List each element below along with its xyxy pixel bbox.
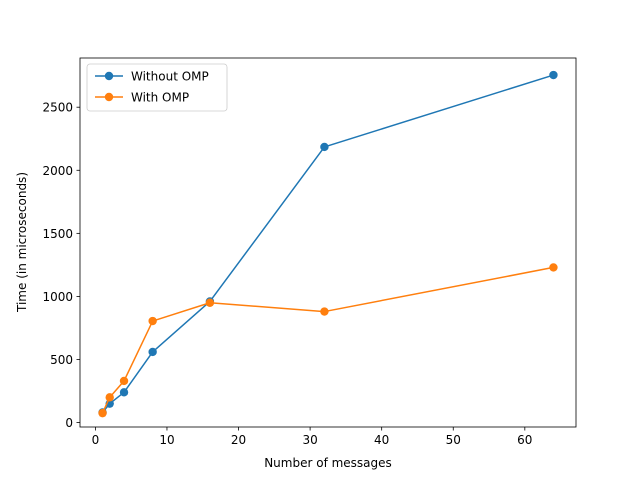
- y-tick-label: 0: [65, 416, 73, 430]
- x-tick-label: 40: [374, 433, 389, 447]
- legend: Without OMP With OMP: [86, 63, 228, 112]
- series-2-point: [549, 263, 558, 272]
- series-1-point: [320, 142, 329, 152]
- series-2-point: [320, 307, 329, 316]
- y-tick-label: 500: [50, 353, 73, 367]
- series-2-point: [205, 298, 215, 307]
- x-tick-label: 50: [446, 433, 461, 447]
- legend-label-2: With OMP: [131, 91, 189, 105]
- axes-background: [80, 58, 576, 427]
- plot-area: [80, 58, 576, 427]
- series-2-point: [119, 376, 129, 386]
- y-tick-label: 2500: [42, 101, 73, 115]
- y-axis-label: Time (in microseconds): [15, 172, 29, 313]
- x-tick-label: 0: [92, 433, 100, 447]
- y-tick-label: 1500: [42, 227, 73, 241]
- y-tick-label: 1000: [42, 290, 73, 304]
- series-2-point: [98, 408, 107, 418]
- series-layer: [98, 70, 558, 418]
- x-tick-label: 30: [302, 433, 317, 447]
- axes-frame: [79, 57, 577, 428]
- x-tick-label: 10: [159, 433, 174, 447]
- series-1-point: [549, 70, 558, 80]
- x-tick-label: 20: [231, 433, 246, 447]
- series-2-point: [148, 316, 157, 326]
- series-2-point: [105, 393, 114, 402]
- legend-marker-2: [104, 92, 114, 102]
- x-axis-label: Number of messages: [264, 456, 392, 470]
- series-1-point: [119, 388, 129, 397]
- axes-layer: 0 10 20 30 40 50 60 0 500 1000 1500 2000 2500: [42, 57, 577, 447]
- legend-label-1: Without OMP: [131, 70, 209, 84]
- legend-marker-1: [104, 71, 114, 81]
- series-1-point: [148, 347, 157, 357]
- y-tick-label: 2000: [42, 164, 73, 178]
- x-tick-label: 60: [517, 433, 532, 447]
